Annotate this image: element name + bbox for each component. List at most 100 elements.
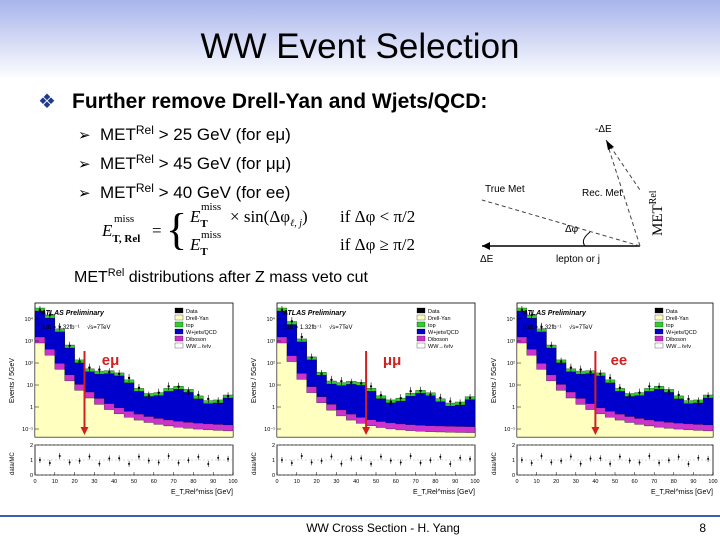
cut-text: METRel > 25 GeV (for eμ) [100,123,291,144]
svg-text:× sin(Δφℓ, j): × sin(Δφℓ, j) [230,207,308,229]
ratio-point [589,457,592,460]
x-tick-label: 90 [690,479,696,485]
legend-label: W+jets/QCD [666,330,697,336]
ratio-point [108,457,111,460]
data-point [147,394,151,397]
y-tick-label: 1 [30,405,33,411]
data-point [137,386,141,390]
ratio-point [687,462,690,465]
data-point [187,390,190,393]
cut-arrow-head [80,427,89,435]
x-tick-label: 50 [373,479,379,485]
ratio-point [88,455,91,458]
x-tick-label: 80 [432,479,438,485]
ratio-point [449,462,452,465]
x-tick-label: 60 [632,479,638,485]
y-tick-label: 10⁴ [267,316,276,323]
f: E [101,221,113,240]
f: if Δφ ≥ π/2 [340,235,415,254]
y-tick-label: 10³ [267,339,275,345]
ratio-point [459,456,462,459]
ratio-point [469,457,472,460]
data-point [687,397,690,401]
atlas-label: ATLAS Preliminary [282,310,347,317]
data-point [569,366,573,369]
bullet-marker: ❖ [38,91,56,113]
channel-label: μμ [383,352,401,369]
ratio-point [310,461,313,464]
f: Rel [108,267,125,279]
ratio-point [187,459,190,462]
x-tick-label: 60 [393,479,399,485]
data-point [530,313,533,317]
ratio-point [118,457,121,460]
cut-rest: > 45 GeV (for μμ) [154,154,291,173]
ratio-point [320,459,323,462]
data-point [177,385,180,388]
data-point [628,394,631,397]
ratio-point [177,461,180,464]
x-tick-label: 30 [91,479,97,485]
data-point [280,308,284,312]
ratio-tick-label: 2 [272,443,275,449]
arrow-head [606,140,614,150]
lumi-label: ∫Ldt = 1.32fb⁻¹ [40,324,80,331]
data-point [389,400,393,404]
data-point [458,402,462,405]
d-label: -ΔE [595,124,612,135]
data-point [38,308,42,312]
x-tick-label: 10 [294,479,300,485]
x-tick-label: 80 [671,479,677,485]
data-point [68,344,71,347]
legend-swatch [174,307,184,314]
y-axis-label: Events / 5GeV [491,358,498,403]
data-point [449,400,452,403]
plot: ATLAS Preliminary ∫Ldt = 1.32fb⁻¹ √s=7TeV D… [251,302,480,496]
ratio-label: data/MC [252,452,258,475]
legend-label: WW→ℓνℓν [666,344,691,350]
legend-label: Drell-Yan [428,316,451,322]
data-point [197,393,200,397]
ratio-point [540,455,543,458]
x-tick-label: 30 [333,479,339,485]
data-point [340,379,343,383]
ratio-point [648,455,651,458]
lumi-label: ∫Ldt = 1.32fb⁻¹ [282,324,322,331]
ratio-tick-label: 0 [272,473,275,479]
x-tick-label: 40 [592,479,598,485]
d-label: True Met [485,184,525,195]
data-point [599,372,602,376]
legend-label: Diboson [186,337,206,343]
plots: ATLAS Preliminary ∫Ldt = 1.32fb⁻¹ √s=7TeV D… [9,302,718,496]
ratio-tick-label: 1 [272,458,275,464]
data-point [108,371,111,374]
legend-label: Drell-Yan [666,316,689,322]
x-tick-label: 40 [111,479,117,485]
x-tick-label: 40 [353,479,359,485]
de-line [605,139,641,191]
ratio-label: data/MC [492,452,498,475]
f: T, Rel [112,233,140,245]
f: E [189,235,201,254]
svg-text:ET: ET [189,207,208,230]
data-point [439,396,442,399]
data-point [677,393,680,397]
x-tick-label: 70 [171,479,177,485]
x-tick-label: 20 [553,479,559,485]
f: T [200,246,208,258]
legend-swatch [654,342,664,349]
f: miss [201,201,221,213]
plot: ATLAS Preliminary ∫Ldt = 1.32fb⁻¹ √s=7TeV D… [491,302,718,496]
legend-label: Diboson [428,337,448,343]
y-tick-label: 10 [27,383,33,389]
ratio-point [667,459,670,462]
energy-label: √s=7TeV [87,324,110,331]
ratio-point [78,459,81,462]
data-point [550,344,553,347]
f: ) [302,207,308,226]
data-point [88,366,91,369]
ratio-tick-label: 1 [512,458,515,464]
x-tick-label: 60 [151,479,157,485]
cut-sup: Rel [136,123,154,137]
